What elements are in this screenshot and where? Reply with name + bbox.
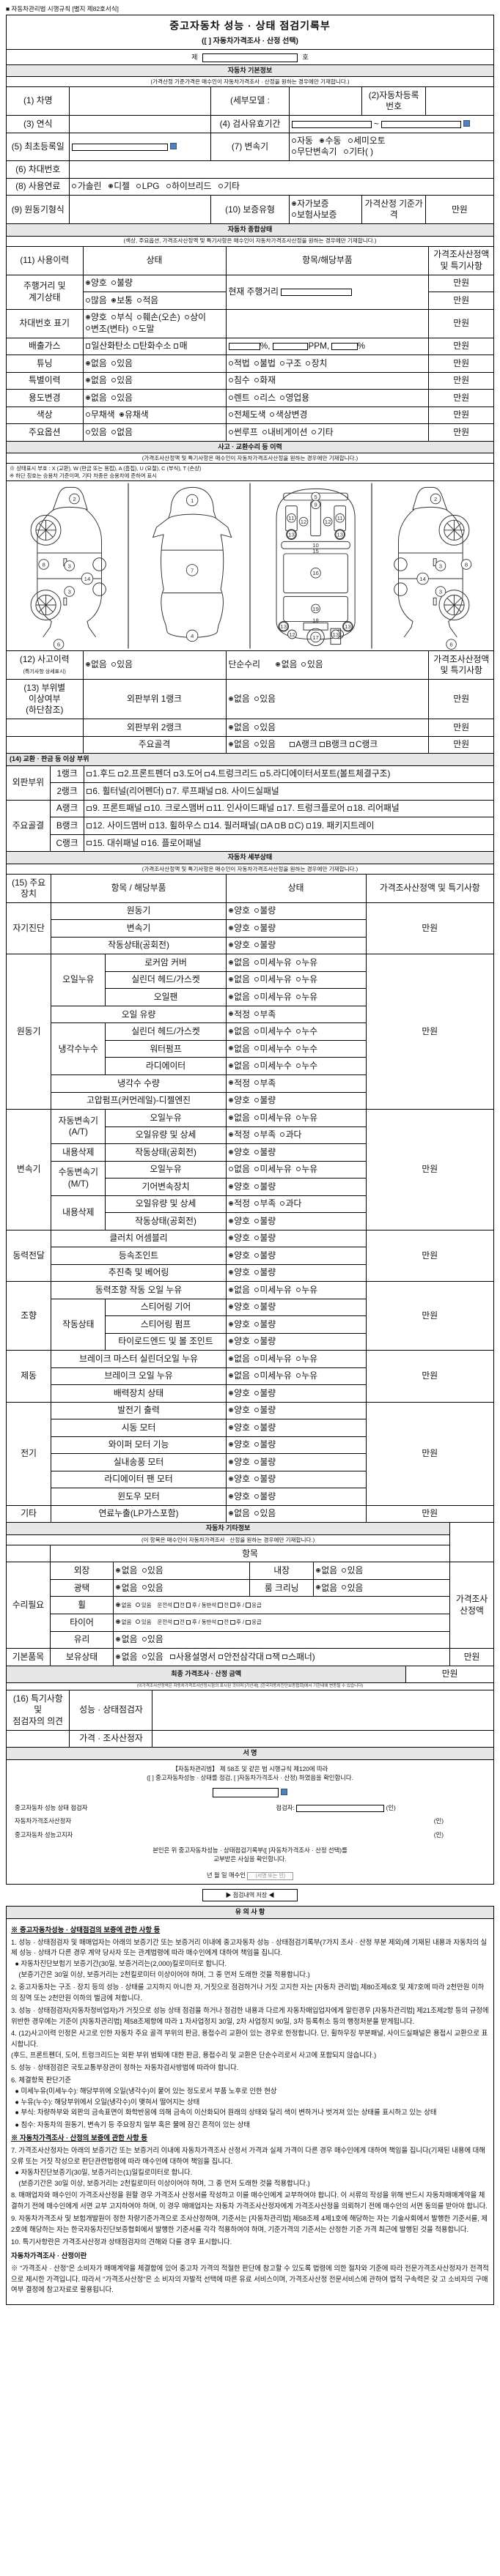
svg-text:17: 17 — [312, 634, 319, 641]
svg-text:5: 5 — [314, 494, 317, 500]
svg-text:6: 6 — [449, 642, 452, 648]
svg-text:3: 3 — [68, 589, 71, 595]
svg-text:13: 13 — [333, 631, 339, 638]
svg-text:9: 9 — [314, 502, 317, 508]
svg-text:2: 2 — [73, 496, 76, 502]
svg-text:12: 12 — [289, 631, 295, 638]
svg-text:7: 7 — [191, 567, 194, 574]
svg-text:14: 14 — [419, 576, 426, 582]
svg-text:2: 2 — [434, 496, 437, 502]
svg-text:19: 19 — [312, 606, 319, 612]
svg-text:4: 4 — [191, 633, 194, 639]
svg-text:12: 12 — [301, 519, 307, 525]
svg-text:11: 11 — [337, 515, 343, 521]
svg-text:3: 3 — [439, 589, 442, 595]
svg-text:13: 13 — [337, 532, 343, 538]
svg-text:8: 8 — [42, 562, 45, 568]
svg-text:3: 3 — [68, 563, 71, 570]
svg-text:1: 1 — [191, 497, 194, 504]
svg-text:12: 12 — [325, 519, 331, 525]
svg-text:3: 3 — [439, 563, 442, 570]
svg-text:16: 16 — [312, 570, 319, 576]
svg-text:13: 13 — [280, 623, 287, 630]
svg-text:14: 14 — [84, 576, 91, 582]
svg-text:6: 6 — [57, 642, 60, 648]
svg-text:15: 15 — [312, 548, 319, 554]
svg-text:13: 13 — [345, 623, 351, 630]
svg-text:8: 8 — [465, 562, 468, 568]
svg-text:11: 11 — [288, 515, 294, 521]
svg-text:13: 13 — [288, 532, 295, 538]
svg-text:18: 18 — [312, 617, 319, 624]
